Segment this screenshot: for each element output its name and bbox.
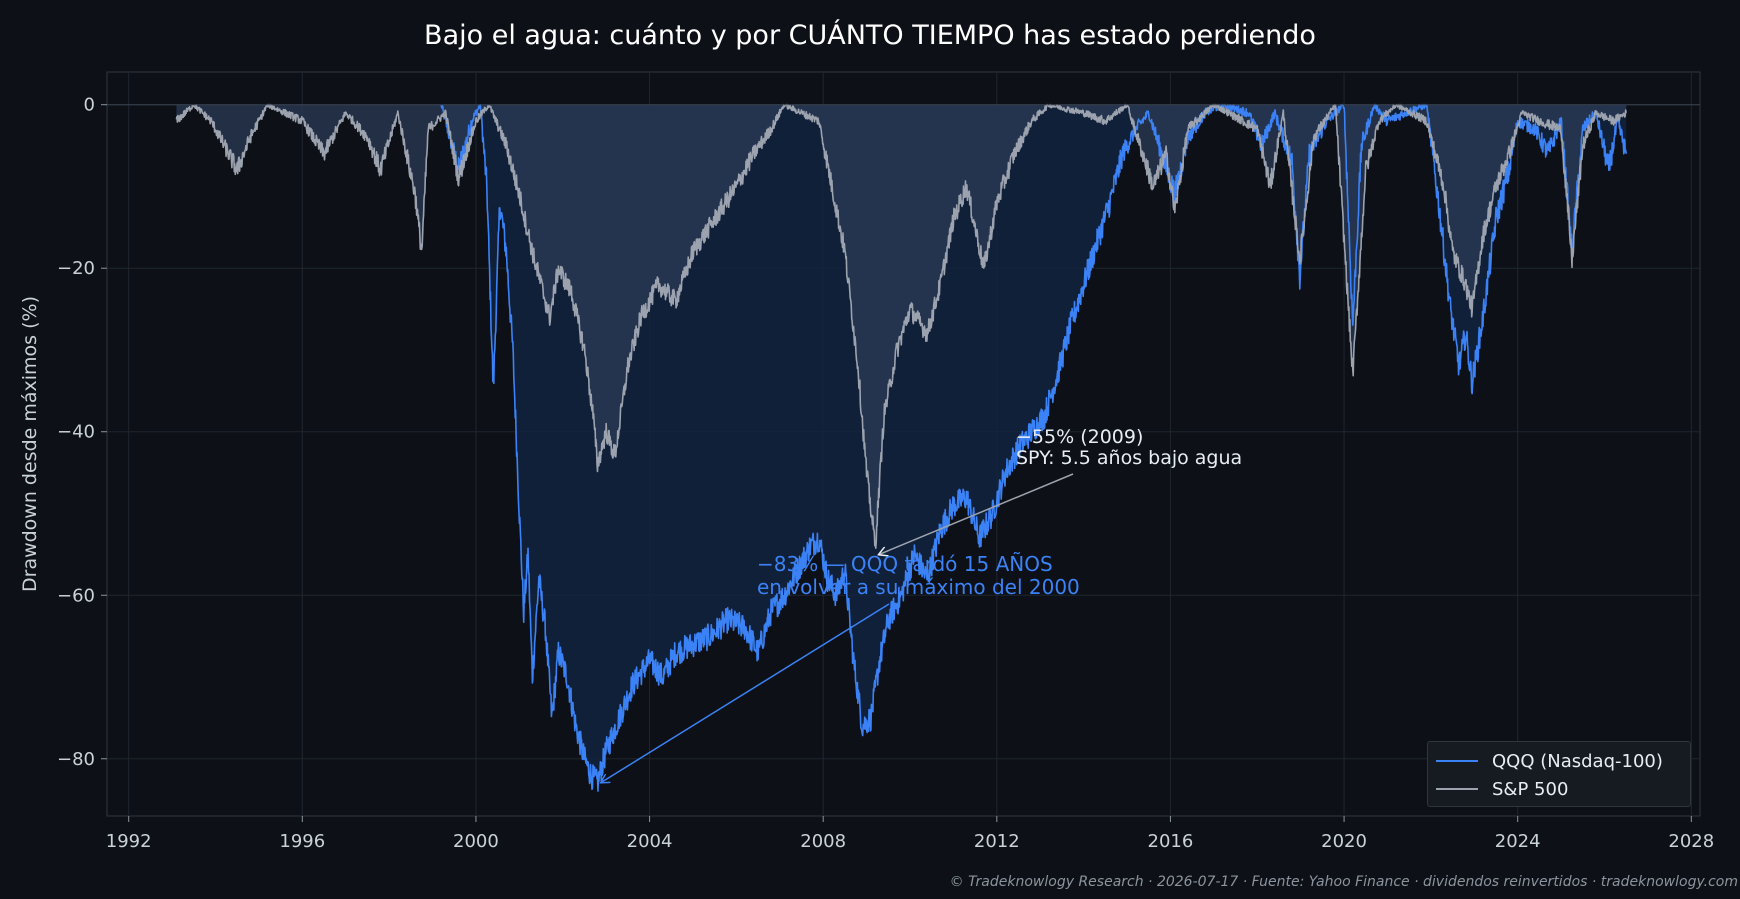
y-tick-label: −40: [57, 422, 95, 443]
spy-line: [175, 103, 1627, 549]
y-tick-label: 0: [84, 95, 95, 116]
y-tick-label: −60: [57, 585, 95, 606]
y-tick-label: −20: [57, 258, 95, 279]
underwater-fills: [176, 104, 1627, 792]
x-tick-label: 2008: [800, 831, 846, 852]
footer-credits: © Tradeknowlogy Research · 2026-07-17 · …: [949, 874, 1738, 890]
annotation-qqq-arrow: [601, 603, 890, 782]
spy-area: [176, 104, 1627, 549]
y-axis-ticks: 0 −20 −40 −60 −80: [57, 95, 107, 770]
y-tick-label: −80: [57, 749, 95, 770]
x-tick-label: 2020: [1321, 831, 1367, 852]
annotation-qqq-line2: en volver a su máximo del 2000: [757, 575, 1080, 599]
annotation-spy-arrow: [879, 473, 1074, 554]
legend-item-spy: S&P 500: [1436, 777, 1568, 801]
grid: [107, 72, 1700, 816]
legend-label-spy: S&P 500: [1492, 778, 1569, 800]
x-tick-label: 1992: [106, 831, 152, 852]
annotations: −55% (2009)SPY: 5.5 años bajo agua −83% —…: [601, 426, 1242, 782]
x-tick-label: 2004: [627, 831, 673, 852]
x-tick-label: 2016: [1148, 831, 1194, 852]
annotation-spy-line2: SPY: 5.5 años bajo agua: [1016, 447, 1242, 469]
y-axis-label: Drawdown desde máximos (%): [19, 296, 41, 592]
x-axis-ticks: 1992 1996 2000 2004 2008 2012 2016 2020 2024 2028: [106, 816, 1714, 852]
x-tick-label: 2012: [974, 831, 1020, 852]
qqq-line: [440, 103, 1627, 792]
legend-swatch-qqq: [1436, 760, 1478, 762]
annotation-qqq-line1: −83% — QQQ tardó 15 AÑOS: [757, 552, 1053, 576]
chart-title: Bajo el agua: cuánto y por CUÁNTO TIEMPO…: [424, 20, 1316, 51]
qqq-area: [441, 104, 1627, 792]
legend-label-qqq: QQQ (Nasdaq-100): [1492, 750, 1663, 772]
x-tick-label: 2028: [1668, 831, 1714, 852]
x-tick-label: 1996: [279, 831, 325, 852]
legend: QQQ (Nasdaq-100) S&P 500: [1427, 741, 1691, 807]
x-tick-label: 2000: [453, 831, 499, 852]
legend-swatch-spy: [1436, 788, 1478, 790]
annotation-spy-line1: −55% (2009): [1016, 426, 1143, 448]
legend-item-qqq: QQQ (Nasdaq-100): [1436, 749, 1663, 773]
series-lines: [107, 103, 1700, 792]
x-tick-label: 2024: [1495, 831, 1541, 852]
